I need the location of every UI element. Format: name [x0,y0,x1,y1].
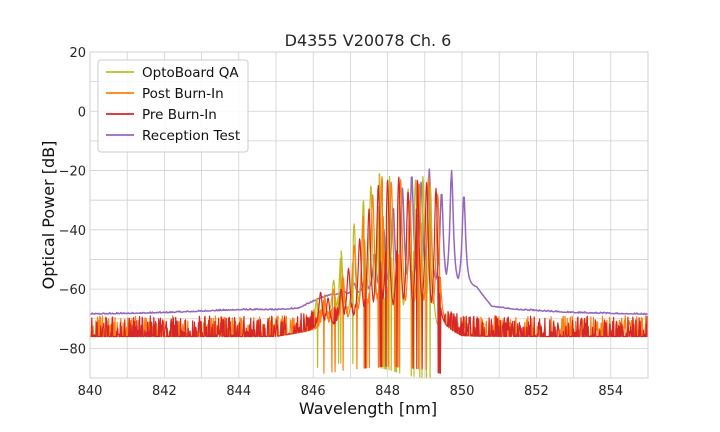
legend-items: OptoBoard QA Post Burn-In Pre Burn-In Recep… [106,65,240,144]
legend-label: Reception Test [142,128,240,144]
x-tick-label: 848 [375,384,400,399]
x-tick-label: 854 [598,384,623,399]
legend-label: OptoBoard QA [142,65,239,81]
series-line [90,168,648,316]
x-tick-label: 850 [450,384,475,399]
y-tick-labels: 20 0 −20 −40 −60 −80 [59,46,86,357]
x-tick-labels: 840 842 844 846 848 850 852 854 [78,384,624,399]
y-axis-label: Optical Power [dB] [39,141,58,290]
series-lines [90,168,648,378]
y-tick-label: 0 [78,105,86,120]
legend: OptoBoard QA Post Burn-In Pre Burn-In Recep… [97,59,249,153]
plot-frame [89,51,649,379]
x-tick-label: 844 [226,384,251,399]
series-line [90,176,648,374]
y-tick-label: −20 [59,165,86,180]
legend-box [97,59,249,153]
x-axis-label: Wavelength [nm] [299,399,437,418]
y-tick-label: 20 [69,46,86,61]
legend-label: Post Burn-In [142,86,224,102]
x-tick-label: 852 [524,384,549,399]
y-tick-label: −40 [59,224,86,239]
y-tick-label: −60 [59,283,86,298]
x-tick-label: 842 [152,384,177,399]
chart-title: D4355 V20078 Ch. 6 [285,31,452,50]
y-tick-label: −80 [59,342,86,357]
x-tick-label: 840 [78,384,103,399]
x-tick-label: 846 [301,384,326,399]
legend-label: Pre Burn-In [142,107,217,123]
